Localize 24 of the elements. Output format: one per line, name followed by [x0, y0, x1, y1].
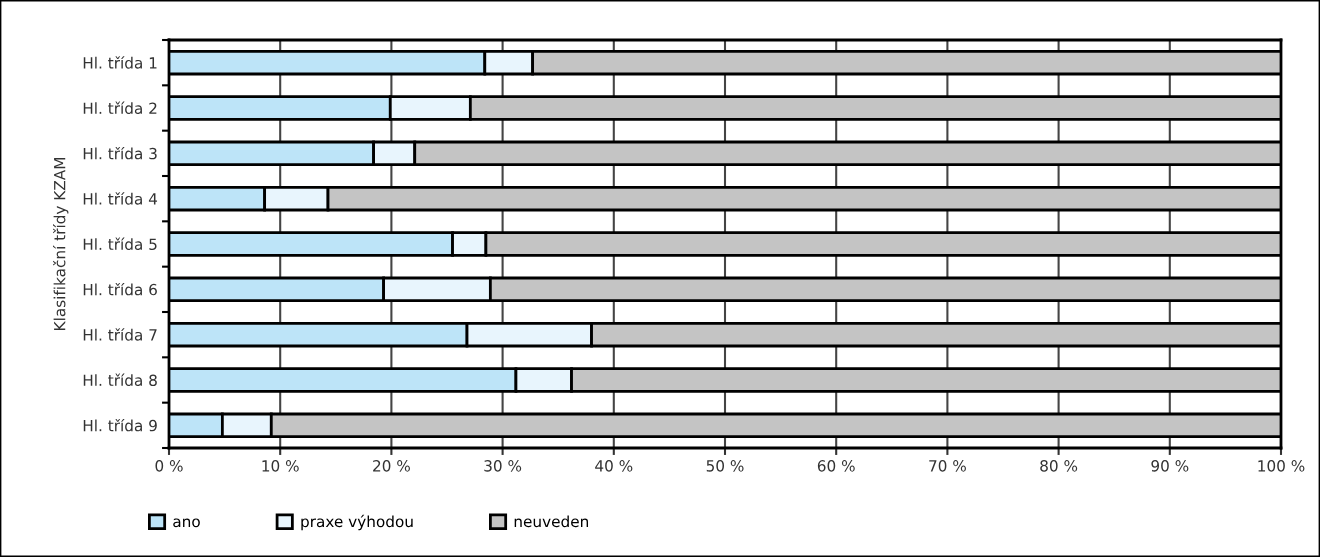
y-tick-label: Hl. třída 6	[83, 282, 157, 296]
y-tick-label: Hl. třída 2	[83, 101, 157, 115]
x-tick-label: 80 %	[1040, 460, 1078, 472]
y-tick-label: Hl. třída 7	[83, 328, 157, 341]
y-axis-title: Klasifikační třídy KZAM	[53, 158, 69, 330]
x-tick-label: 50 %	[706, 460, 744, 472]
y-tick-label: Hl. třída 4	[83, 192, 158, 205]
x-tick-label: 40 %	[595, 460, 633, 472]
y-tick-label: Hl. třída 8	[83, 373, 157, 387]
x-tick-label: 90 %	[1151, 460, 1189, 472]
y-tick-label: Hl. třída 3	[83, 146, 157, 160]
x-tick-label: 10 %	[262, 460, 299, 472]
x-tick-label: 20 %	[373, 460, 410, 472]
legend-label: ano	[173, 518, 200, 528]
y-tick-label: Hl. třída 5	[83, 237, 157, 251]
x-tick-label: 60 %	[817, 460, 855, 472]
x-tick-label: 70 %	[929, 460, 966, 472]
x-tick-label: 100 %	[1258, 460, 1305, 472]
y-tick-label: Hl. třída 1	[83, 56, 157, 69]
y-tick-label: Hl. třída 9	[83, 418, 157, 432]
x-tick-label: 0 %	[155, 460, 183, 472]
x-tick-label: 30 %	[484, 460, 522, 472]
legend-label: neuveden	[514, 515, 589, 528]
legend-label: praxe výhodou	[301, 514, 413, 531]
